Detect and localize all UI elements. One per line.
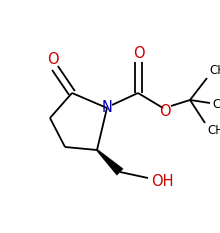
Text: CH₃: CH₃ (209, 64, 220, 76)
Text: CH₃: CH₃ (207, 124, 220, 137)
Text: OH: OH (151, 174, 173, 188)
Text: O: O (47, 51, 59, 66)
Text: O: O (133, 45, 145, 61)
Text: CH₃: CH₃ (212, 97, 220, 110)
Text: N: N (102, 100, 112, 116)
Text: O: O (159, 103, 171, 119)
Polygon shape (96, 149, 123, 175)
